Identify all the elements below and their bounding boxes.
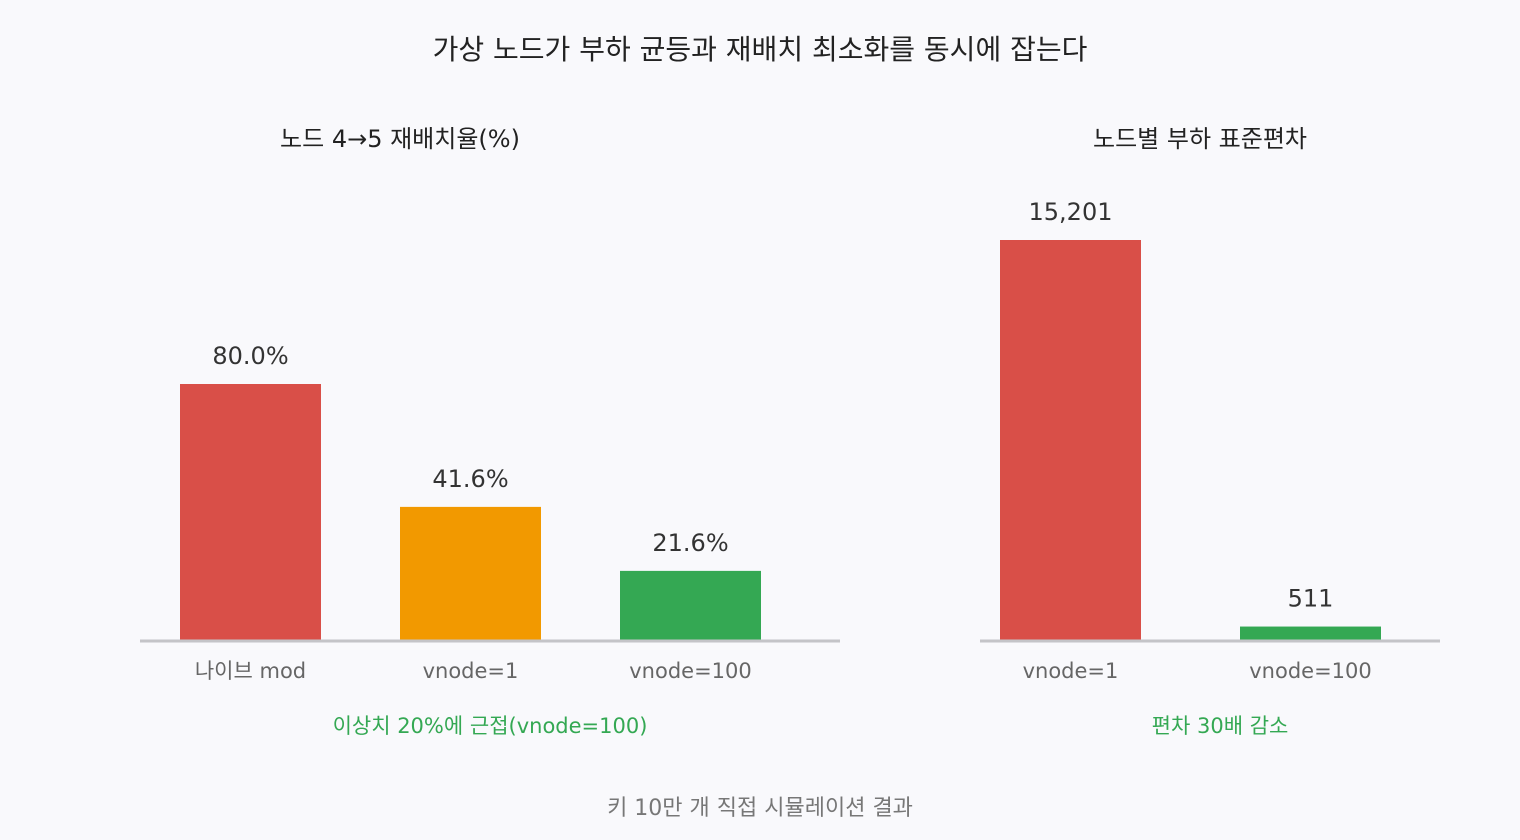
x-tick-label: vnode=100 [629,659,752,683]
rebalance-rate-chart: 노드 4→5 재배치율(%) 80.0% 나이브 mod 41.6% vnode=1 21… [140,125,840,738]
x-tick-label: vnode=100 [1249,659,1372,683]
figure-footer: 키 10만 개 직접 시뮬레이션 결과 [607,796,913,821]
data-label: 21.6% [652,529,728,557]
bar-3 [620,570,761,640]
x-tick-label: 나이브 mod [195,659,306,683]
panel-title: 노드 4→5 재배치율(%) [280,125,520,153]
bar-1 [180,384,321,640]
bar-2 [400,506,541,640]
data-label: 41.6% [432,465,508,493]
bar-1 [1000,240,1141,640]
x-tick-label: vnode=1 [423,659,519,683]
chart-annotation: 이상치 20%에 근접(vnode=100) [333,714,648,738]
data-label: 80.0% [212,342,288,370]
bar-2 [1240,626,1381,640]
data-label: 15,201 [1029,198,1113,226]
chart-annotation: 편차 30배 감소 [1152,714,1289,738]
data-label: 511 [1288,585,1334,613]
figure-title: 가상 노드가 부하 균등과 재배치 최소화를 동시에 잡는다 [432,33,1088,66]
load-stddev-chart: 노드별 부하 표준편차 15,201 vnode=1 511 vnode=100 편차 3… [980,125,1440,738]
x-tick-label: vnode=1 [1023,659,1119,683]
panel-title: 노드별 부하 표준편차 [1093,125,1307,153]
